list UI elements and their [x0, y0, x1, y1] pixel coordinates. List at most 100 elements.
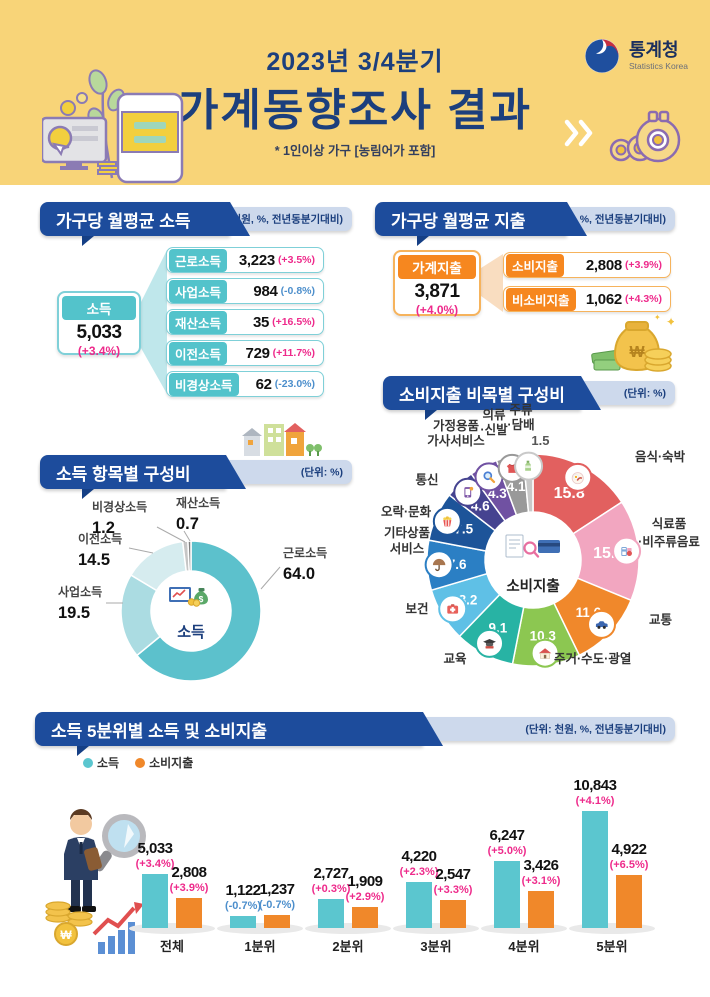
bar-소비지출-1분위	[264, 915, 290, 928]
car-icon	[587, 609, 617, 639]
header-subtitle: 2023년 3/4분기	[266, 48, 444, 76]
leader-line	[128, 547, 154, 554]
bar-value-label: 4,220 (+2.3%)	[399, 848, 439, 878]
income-center-icon: $	[169, 587, 208, 607]
legend-item-income: 소득	[83, 754, 119, 771]
logo-subtitle: Statistics Korea	[628, 61, 688, 71]
donut-category-label: ·신발	[480, 422, 508, 437]
food-icon	[563, 462, 593, 492]
bar-group-shadow	[217, 923, 303, 934]
expenditure-total-change: (+4.0%)	[415, 303, 459, 317]
donut-category-label: 비경상소득	[92, 499, 147, 514]
section-expenditure-header: (단위: 천원, %, 전년동분기대비) 가구당 월평균 지출	[375, 202, 675, 246]
bar-소비지출-5분위	[616, 875, 642, 928]
donut-category-label: 가정용품	[433, 418, 480, 433]
donut-value-label: 1.2	[92, 519, 115, 537]
expenditure-center-icon	[505, 534, 560, 558]
donut-category-label: 주류	[509, 403, 533, 417]
bar-value-label: 4,922 (+6.5%)	[609, 841, 649, 871]
bar-소득-전체	[142, 874, 168, 928]
income-total-box: 소득 5,033 (+3.4%)	[57, 291, 141, 358]
donut-category-label: ·담배	[507, 417, 534, 432]
income-composition-donut-chart: 근로소득 64.0 사업소득 19.5 이전소득 14.5 비경상소득 1.2 재산소득 0.7 $…	[58, 495, 327, 682]
bar-category-label: 전체	[160, 939, 184, 954]
bar-소비지출-2분위	[352, 907, 378, 928]
legend-dot-income	[83, 757, 93, 768]
svg-text:✦: ✦	[654, 313, 661, 322]
misc-icon	[424, 550, 454, 580]
page-title: 가계동향조사 결과	[177, 86, 533, 135]
bar-group-shadow	[129, 923, 215, 934]
bar-category-label: 1분위	[244, 939, 276, 954]
leader-line	[156, 526, 186, 543]
header: 2023년 3/4분기 가계동향조사 결과 * 1인이상 가구 [농림어가 포함…	[0, 0, 710, 185]
house-icon	[530, 638, 560, 668]
bar-category-label: 5분위	[596, 939, 628, 954]
expenditure-item-row: 비소비지출 1,062 (+4.3%)	[503, 286, 671, 312]
logo-name: 통계청	[628, 40, 679, 60]
section-income-header: (단위: 천원, %, 전년동분기대비) 가구당 월평균 소득	[40, 202, 352, 246]
bar-소득-4분위	[494, 861, 520, 928]
expenditure-total-label: 가계지출	[398, 255, 476, 279]
donut-category-label: 재산소득	[176, 495, 220, 510]
quintile-unit-label: (단위: 천원, %, 전년동분기대비)	[525, 723, 666, 736]
legend-dot-expenditure	[135, 757, 146, 768]
chart-legend: 소득 소비지출	[83, 754, 193, 771]
expenditure-total-box: 가계지출 3,871 (+4.0%)	[393, 250, 481, 317]
income-item-row: 비경상소득 62 (-23.0%)	[166, 371, 324, 397]
donut-category-label: 오락·문화	[381, 504, 432, 519]
bar-value-label: 1,122 (-0.7%)	[224, 882, 262, 912]
donut-category-label: 교통	[649, 612, 673, 627]
household-icon	[474, 462, 504, 492]
donut-category-label: 교육	[443, 651, 467, 666]
expenditure-composition-title: 소비지출 비목별 구성비	[383, 376, 601, 420]
donut-category-label: 사업소득	[58, 584, 102, 599]
bar-value-label: 5,033 (+3.4%)	[135, 840, 175, 870]
section-expenditure-composition-header: (단위: %) 소비지출 비목별 구성비	[383, 376, 675, 420]
donut-category-label: 주거·수도·광열	[554, 651, 631, 666]
income-composition-unit-label: (단위: %)	[300, 466, 343, 479]
bar-value-label: 1,237 (-0.7%)	[258, 881, 296, 911]
quintile-bar-chart: 소득 소비지출 5,033 (+3.4%) 2,808 (+3.9%) 전체 1,122(…	[35, 746, 675, 966]
slice-value-label: 1.5	[531, 433, 549, 448]
bar-소비지출-3분위	[440, 900, 466, 928]
bar-value-label: 1,909 (+2.9%)	[345, 873, 385, 903]
bar-소득-2분위	[318, 899, 344, 928]
donut-value-label: 19.5	[58, 604, 90, 622]
bar-소비지출-전체	[176, 898, 202, 928]
income-item-row: 사업소득 984 (-0.8%)	[166, 278, 324, 304]
businessman-illustration: ₩	[45, 809, 146, 954]
svg-text:$: $	[199, 594, 204, 604]
bar-소득-1분위	[230, 916, 256, 928]
donut-category-label: 통신	[415, 472, 438, 487]
income-item-row: 재산소득 35 (+16.5%)	[166, 309, 324, 335]
phone-icon	[453, 477, 483, 507]
svg-text:✦: ✦	[666, 315, 674, 329]
income-title: 가구당 월평균 소득	[40, 202, 250, 246]
donut-value-label: 0.7	[176, 515, 199, 533]
statistics-korea-logo-icon	[584, 39, 619, 73]
donut-center-label: 소비지출	[506, 578, 559, 595]
income-composition-title: 소득 항목별 구성비	[40, 455, 246, 499]
donut-category-label: 식료품	[652, 516, 687, 531]
expenditure-total-value: 3,871	[414, 281, 460, 302]
health-icon	[438, 594, 468, 624]
income-total-change: (+3.4%)	[77, 344, 121, 358]
quintile-title: 소득 5분위별 소득 및 소비지출	[35, 712, 443, 756]
header-note: * 1인이상 가구 [농림어가 포함]	[274, 144, 436, 158]
drink-icon	[514, 451, 544, 481]
income-total-label: 소득	[62, 296, 136, 320]
donut-value-label: 64.0	[283, 565, 315, 583]
bar-소득-3분위	[406, 882, 432, 928]
bar-category-label: 3분위	[420, 939, 452, 954]
donut-category-label: ·비주류음료	[638, 534, 700, 549]
expenditure-title: 가구당 월평균 지출	[375, 202, 587, 246]
expenditure-composition-donut-chart: 15.815.411.610.39.18.27.67.54.64.3 4.11.5…	[381, 403, 700, 668]
svg-text:₩: ₩	[60, 928, 72, 942]
bar-value-label: 10,843 (+4.1%)	[573, 777, 617, 807]
expenditure-fan-connector	[481, 254, 503, 312]
chevrons-icon	[564, 119, 593, 147]
income-item-row: 근로소득 3,223 (+3.5%)	[166, 247, 324, 273]
donut-center-label: 소득	[177, 624, 205, 641]
